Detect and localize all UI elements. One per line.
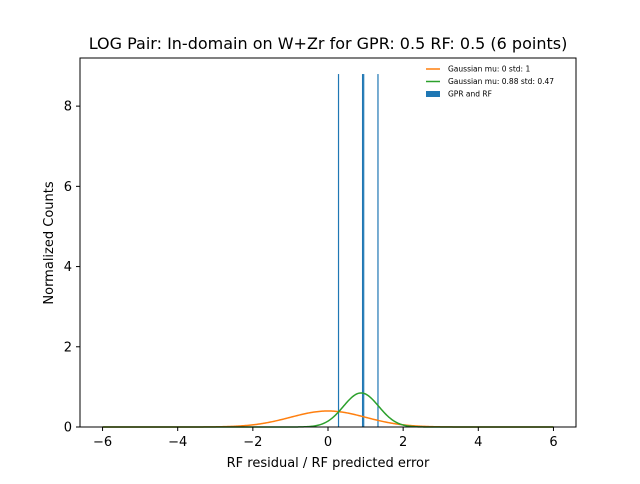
histogram-bar-2 (361, 74, 364, 427)
histogram-bar-1 (337, 74, 340, 427)
y-tick-label: 6 (64, 180, 72, 195)
y-axis-ticks: 0 2 4 6 8 (64, 100, 80, 436)
histogram-bar-4 (377, 74, 379, 427)
legend: Gaussian mu: 0 std: 1 Gaussian mu: 0.88 s… (426, 65, 554, 99)
x-axis-label: RF residual / RF predicted error (227, 456, 430, 471)
histogram-bars (337, 74, 379, 427)
y-tick-label: 0 (64, 421, 72, 436)
x-tick-label: 2 (399, 435, 407, 450)
y-tick-label: 2 (64, 340, 72, 355)
chart-title: LOG Pair: In-domain on W+Zr for GPR: 0.5… (89, 34, 568, 53)
y-tick-label: 4 (64, 260, 72, 275)
histogram-bar-3 (363, 74, 365, 427)
plot-area (80, 58, 576, 427)
legend-swatch-bar (426, 91, 440, 97)
x-axis-ticks: −6 −4 −2 0 2 4 6 (93, 427, 558, 450)
legend-label: Gaussian mu: 0 std: 1 (448, 65, 530, 74)
x-tick-label: −4 (168, 435, 187, 450)
y-tick-label: 8 (64, 100, 72, 115)
x-tick-label: −2 (243, 435, 262, 450)
y-axis-label: Normalized Counts (42, 181, 57, 304)
legend-label: Gaussian mu: 0.88 std: 0.47 (448, 77, 554, 86)
x-tick-label: −6 (93, 435, 112, 450)
x-tick-label: 6 (549, 435, 557, 450)
x-tick-label: 0 (324, 435, 332, 450)
legend-label: GPR and RF (448, 90, 492, 99)
x-tick-label: 4 (474, 435, 482, 450)
